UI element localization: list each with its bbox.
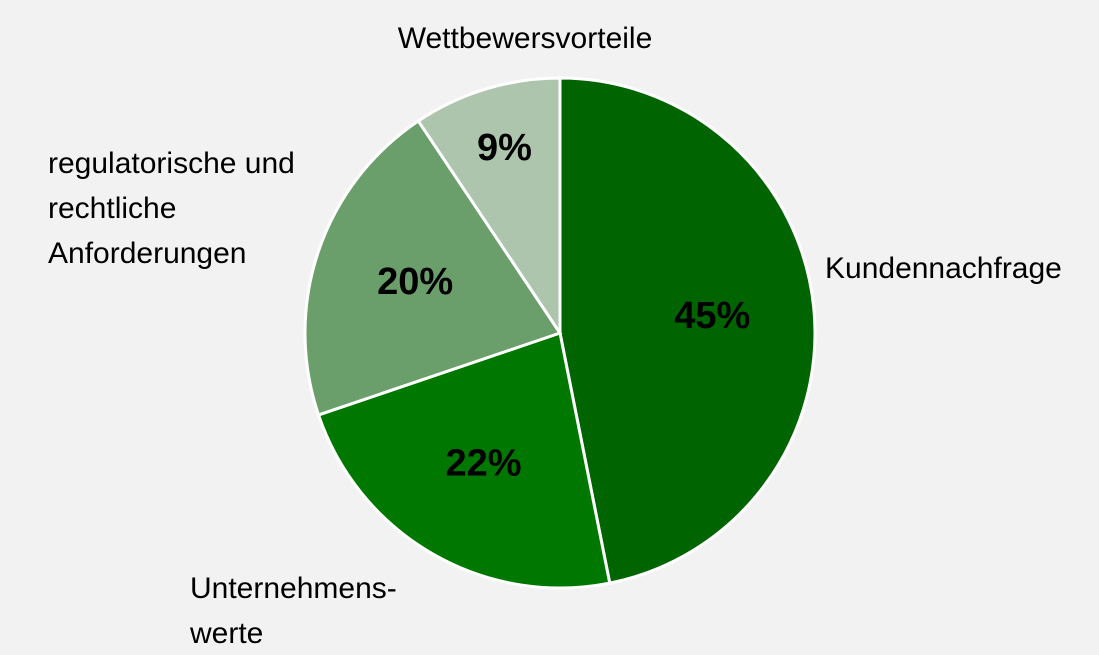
value-label: 45% (674, 295, 750, 337)
category-label: rechtliche (48, 192, 176, 225)
pie-slice (558, 76, 817, 585)
pie-slice (303, 118, 563, 417)
category-label: Anforderungen (48, 237, 247, 270)
pie-slice (416, 76, 562, 338)
value-label: 20% (377, 261, 453, 303)
value-label: 9% (477, 127, 532, 169)
category-label: Kundennachfrage (825, 252, 1062, 285)
category-label: Wettbewersvorteile (398, 22, 653, 55)
category-label: regulatorische und (48, 147, 295, 180)
pie-slice (316, 331, 612, 590)
value-label: 22% (445, 443, 521, 485)
category-label: werte (189, 617, 263, 650)
category-label: Unternehmens- (190, 572, 397, 605)
